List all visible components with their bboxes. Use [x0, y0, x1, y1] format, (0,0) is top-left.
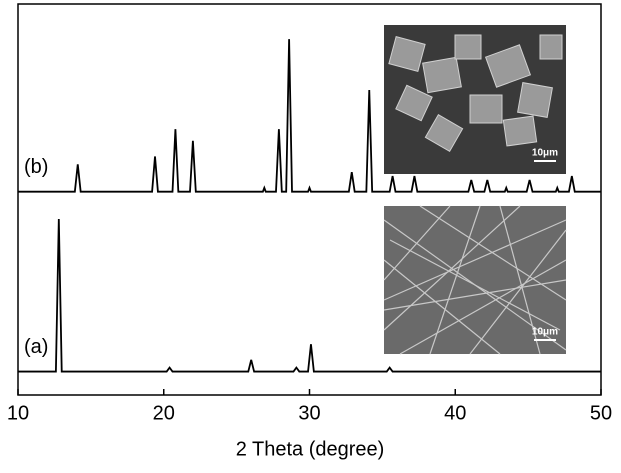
- xrd-trace: [18, 219, 601, 373]
- series-label: (b): [24, 156, 48, 178]
- scale-bar-label: 10μm: [532, 327, 558, 338]
- x-tick-label: 10: [7, 402, 29, 424]
- sem-inset-b: [384, 25, 566, 174]
- series-label: (a): [24, 336, 48, 358]
- x-tick-label: 20: [153, 402, 175, 424]
- x-tick-label: 50: [590, 402, 612, 424]
- scale-bar-label: 10μm: [532, 148, 558, 159]
- x-axis-label: 2 Theta (degree): [236, 438, 385, 460]
- x-tick-label: 30: [298, 402, 320, 424]
- xrd-trace: [18, 39, 601, 193]
- sem-inset-a: [383, 205, 567, 355]
- x-tick-label: 40: [444, 402, 466, 424]
